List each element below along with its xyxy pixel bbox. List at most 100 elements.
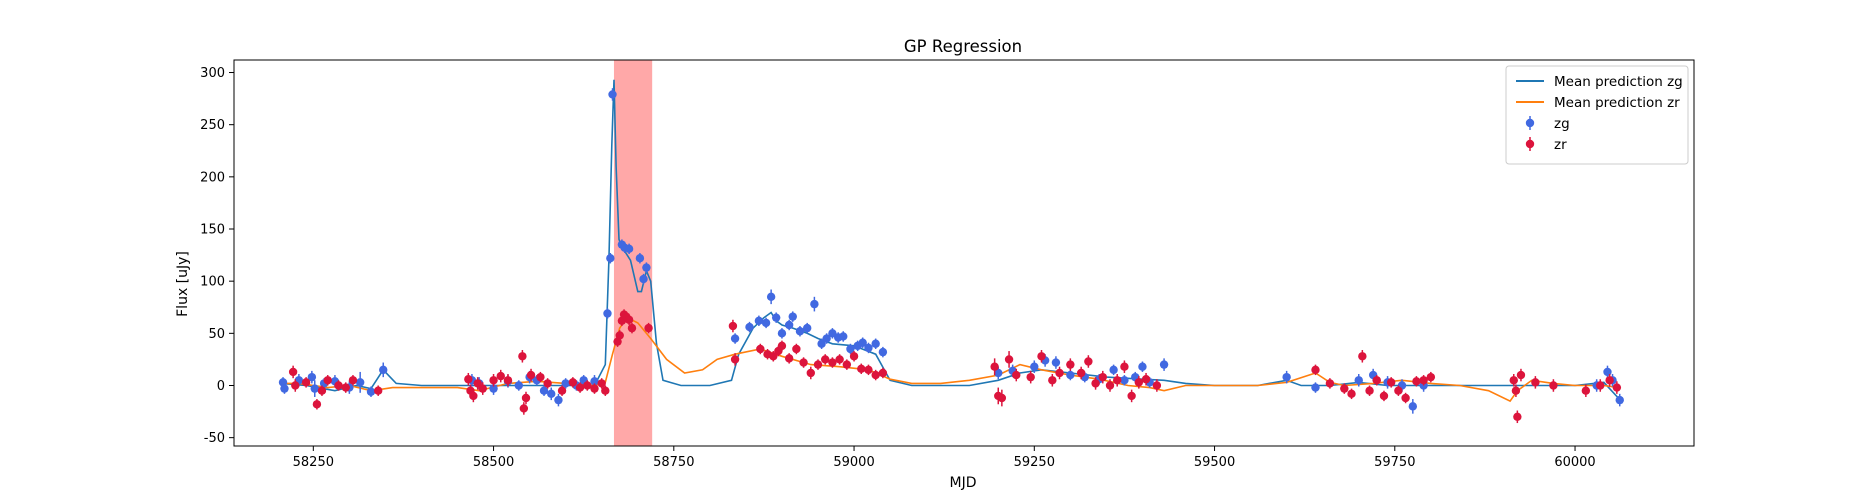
data-point-zr [464, 375, 473, 384]
data-point-zr [1379, 391, 1389, 401]
data-point-zr [1426, 372, 1436, 382]
data-point-zr [1004, 355, 1014, 364]
data-point-zr [489, 376, 498, 385]
x-tick-label: 59250 [1014, 455, 1055, 470]
data-point-zg [1109, 365, 1118, 375]
data-point-zg [1066, 370, 1075, 380]
data-point-zr [1311, 365, 1320, 375]
data-point-zg [639, 274, 648, 284]
data-point-zr [557, 386, 567, 395]
plot-area: 58250 58500 58750 59000 59250 59500 59750 60000… [200, 59, 1695, 470]
legend-label: zg [1554, 116, 1570, 132]
data-point-zr [1386, 378, 1396, 387]
data-point-zg [754, 316, 764, 326]
data-point-zr [1127, 391, 1136, 401]
data-point-zg [561, 379, 570, 388]
legend-label: Mean prediction zg [1554, 74, 1683, 90]
legend-box [1505, 65, 1689, 165]
data-point-zg [514, 381, 523, 390]
data-layer [278, 79, 1624, 424]
data-point-zg [846, 344, 855, 354]
data-point-zr [864, 365, 873, 375]
y-tick-label: 250 [200, 118, 225, 133]
data-point-zr [756, 344, 765, 354]
data-point-zr [597, 379, 606, 388]
data-point-zr [496, 371, 505, 381]
data-point-zg [355, 378, 365, 387]
y-tick-label: -50 [204, 431, 225, 446]
data-point-zr [1372, 376, 1381, 385]
data-point-zr [312, 400, 322, 409]
data-point-zr [1549, 381, 1558, 390]
x-tick-label: 58250 [293, 455, 334, 470]
data-point-zg [864, 343, 873, 353]
data-point-zr [777, 341, 787, 351]
data-point-zr [1026, 372, 1035, 382]
data-point-zg [1030, 362, 1039, 371]
data-point-zr [1347, 389, 1356, 399]
data-point-zg [603, 309, 612, 318]
data-point-zg [280, 384, 289, 393]
data-point-zg [379, 365, 388, 375]
data-point-zg [539, 386, 549, 395]
y-tick-label: 200 [200, 170, 225, 185]
data-point-zg [1051, 358, 1061, 367]
data-point-zg [822, 334, 831, 343]
data-point-zg [606, 254, 615, 263]
data-point-zg [777, 329, 787, 338]
x-tick-label: 58750 [653, 455, 694, 470]
legend-label: Mean prediction zr [1554, 95, 1680, 111]
data-point-zr [871, 370, 880, 380]
data-point-zr [590, 384, 599, 393]
y-tick-label: 0 [217, 379, 225, 394]
y-tick-label: 50 [208, 327, 225, 342]
data-point-zr [828, 358, 837, 367]
data-point-zg [1120, 376, 1129, 385]
data-point-zr [997, 393, 1007, 403]
data-point-zr [348, 376, 358, 385]
data-point-zr [519, 404, 529, 413]
data-point-zg [547, 389, 556, 399]
data-point-zg [817, 339, 826, 348]
legend-marker-swatch [1525, 118, 1535, 128]
data-point-zg [784, 320, 794, 330]
data-point-zr [1098, 372, 1107, 382]
data-point-zg [554, 395, 563, 405]
data-point-zg [307, 372, 317, 382]
data-point-zr [1055, 368, 1064, 378]
data-point-zr [627, 323, 637, 333]
data-point-zr [1105, 381, 1115, 390]
data-point-zg [1311, 383, 1320, 392]
data-point-zr [1012, 370, 1021, 380]
data-point-zr [1091, 379, 1100, 388]
data-point-zr [1516, 370, 1526, 380]
data-point-zr [334, 381, 343, 390]
data-point-zr [1605, 376, 1614, 385]
series-points-zr [288, 309, 1622, 424]
data-point-zr [1066, 360, 1075, 369]
data-point-zg [608, 90, 617, 99]
legend-marker-swatch [1525, 139, 1535, 149]
data-point-zr [878, 368, 888, 378]
data-point-zr [526, 370, 536, 380]
data-point-zr [1509, 376, 1518, 385]
data-point-zr [644, 323, 653, 333]
data-point-zr [478, 384, 487, 393]
chart-title: GP Regression [904, 37, 1022, 56]
data-point-zr [1612, 383, 1622, 392]
data-point-zg [839, 332, 848, 341]
data-point-zr [813, 360, 823, 369]
data-point-zr [784, 354, 794, 363]
y-tick-label: 100 [200, 275, 225, 290]
data-point-zr [1134, 378, 1144, 387]
data-point-zr [1581, 386, 1591, 395]
series-line-mean-prediction-zr [280, 316, 1619, 403]
data-point-zg [1615, 395, 1624, 405]
x-tick-label: 59500 [1194, 455, 1235, 470]
data-point-zg [1138, 362, 1147, 371]
data-point-zr [1120, 362, 1129, 371]
data-point-zr [1412, 377, 1421, 386]
data-point-zg [871, 339, 880, 348]
